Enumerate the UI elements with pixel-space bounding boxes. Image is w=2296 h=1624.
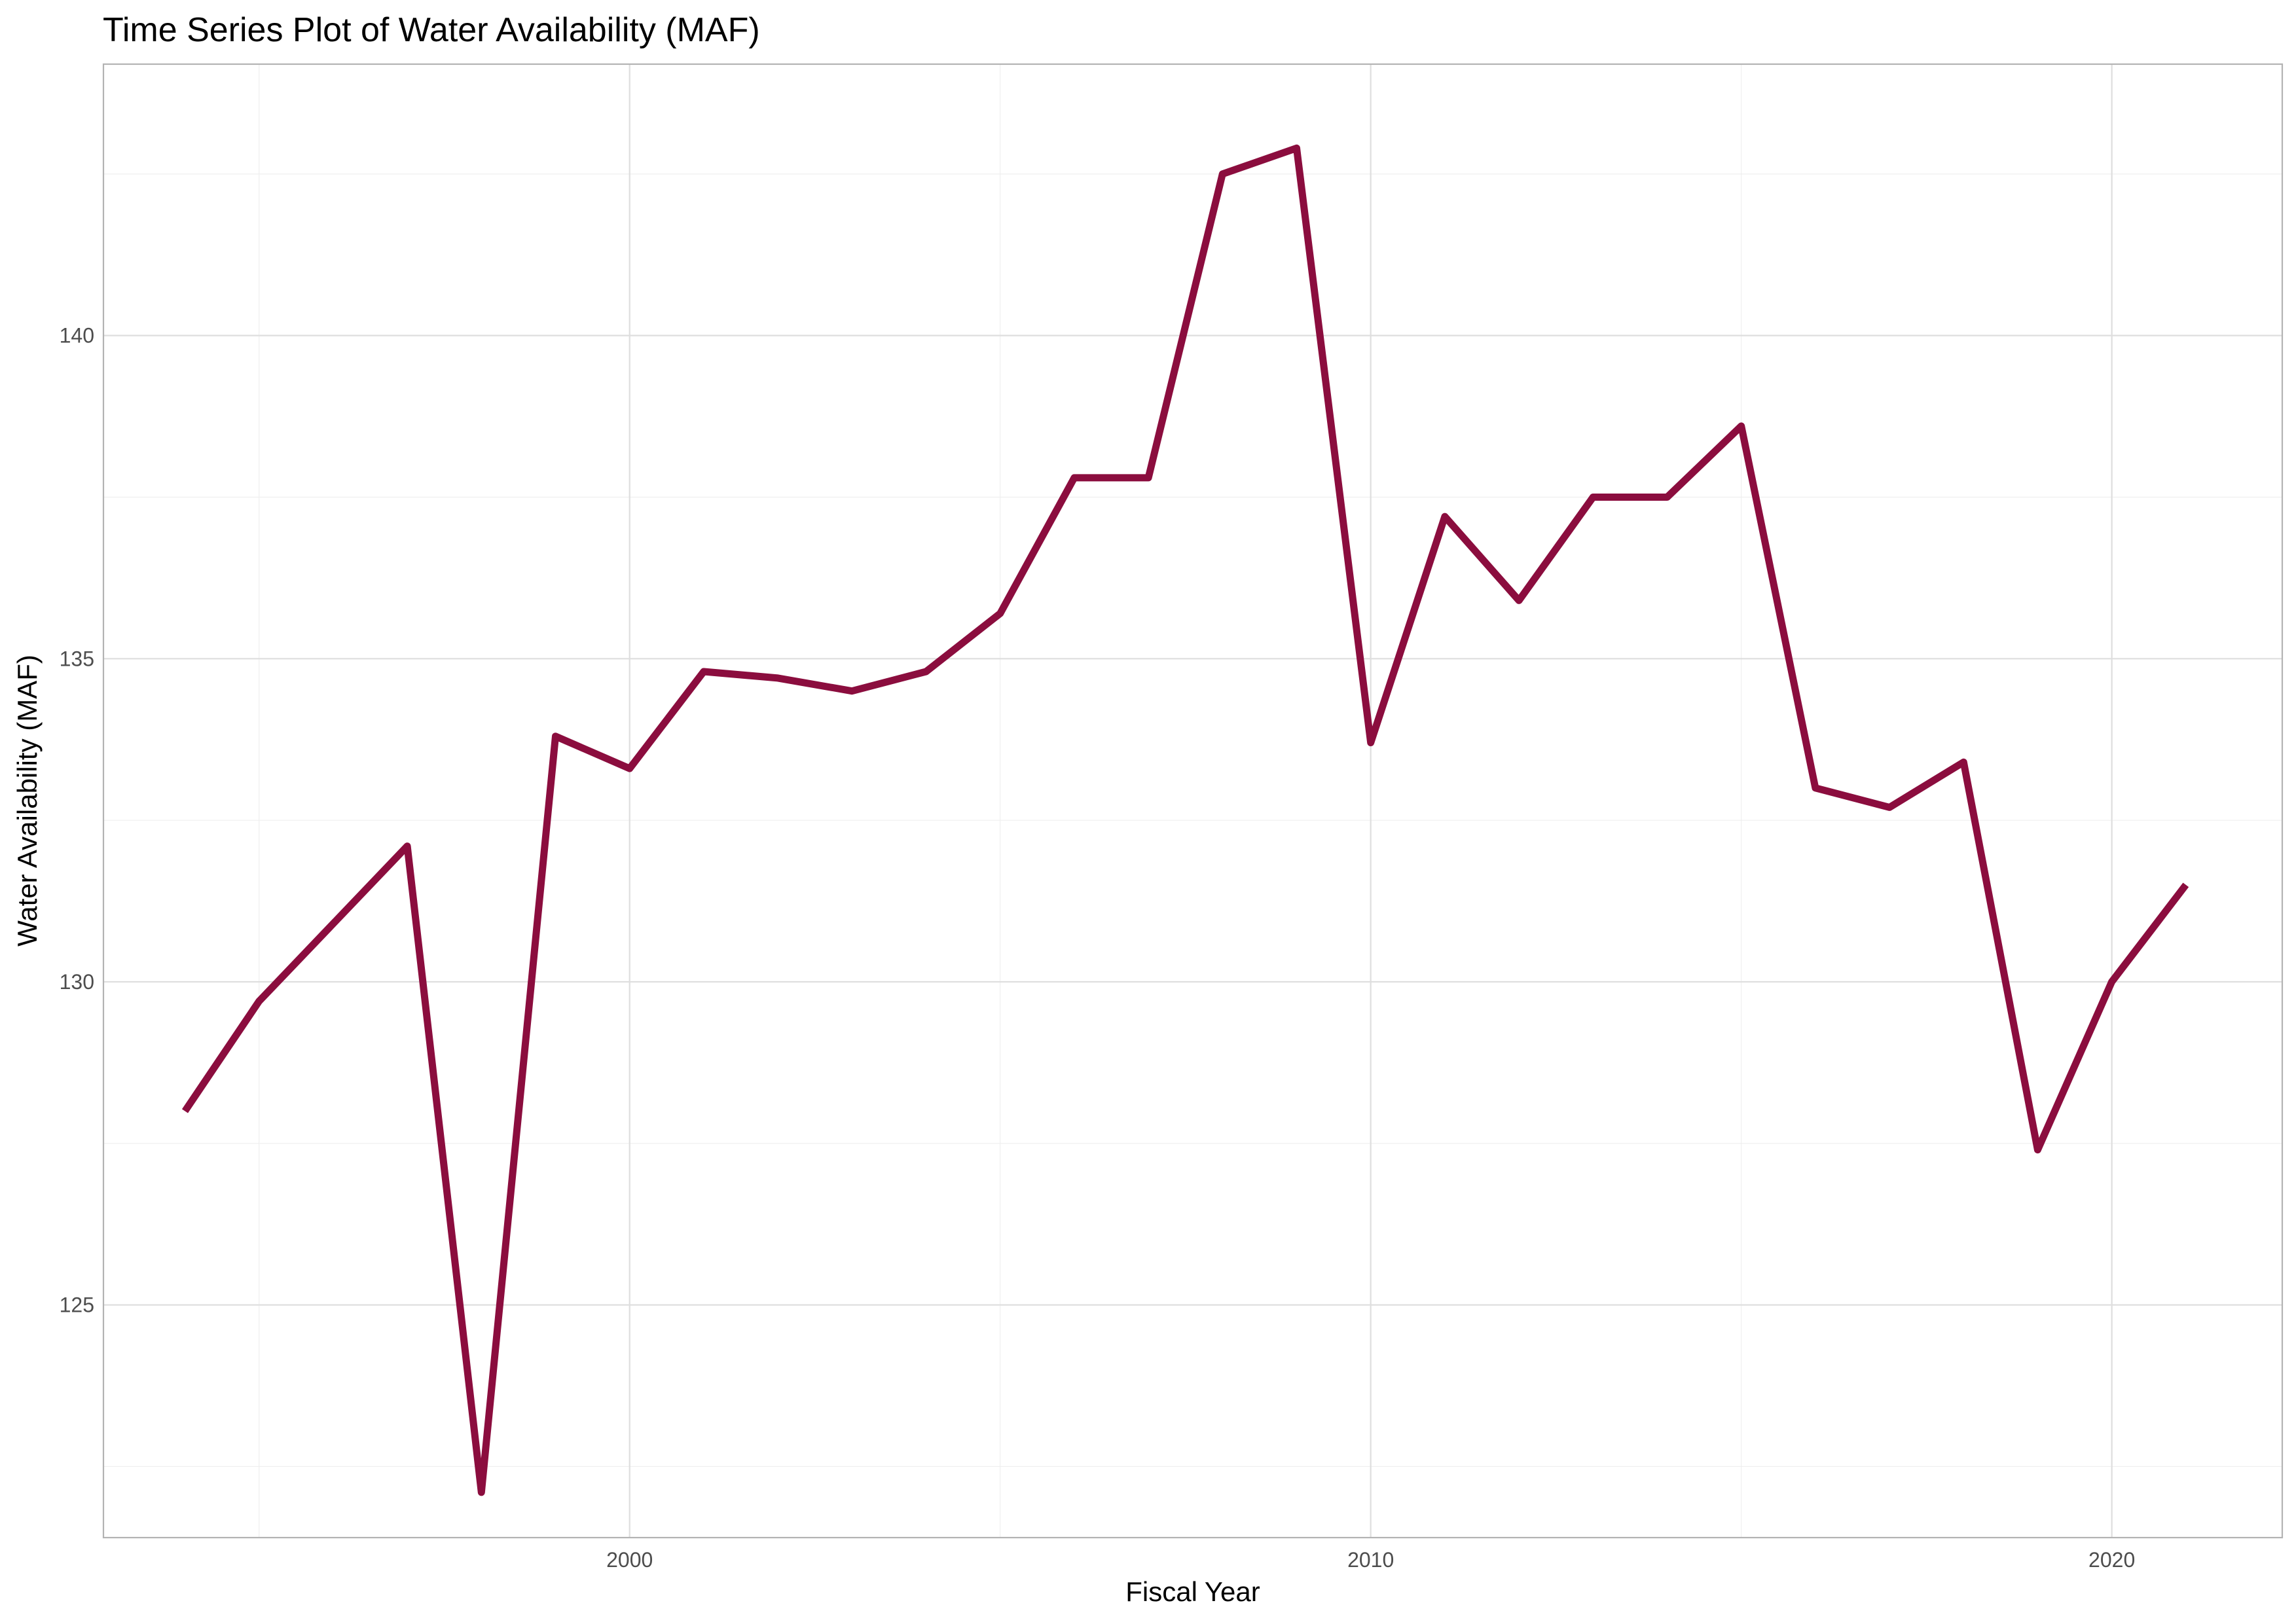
chart-title: Time Series Plot of Water Availability (… (103, 11, 760, 49)
y-tick-label: 125 (60, 1293, 94, 1317)
minor-gridlines (103, 64, 2282, 1538)
x-tick-label: 2020 (2088, 1548, 2135, 1572)
x-axis-label: Fiscal Year (1125, 1576, 1260, 1607)
plot-panel-border (102, 63, 2284, 1539)
major-gridlines (103, 64, 2282, 1538)
x-tick-label: 2000 (606, 1548, 653, 1572)
series-line (181, 144, 2189, 1496)
x-axis-tick-labels: 2000 2010 2020 (606, 1548, 2135, 1572)
y-tick-label: 135 (60, 647, 94, 670)
y-tick-label: 130 (60, 970, 94, 994)
y-axis-tick-labels: 125 130 135 140 (60, 324, 94, 1317)
x-tick-label: 2010 (1347, 1548, 1394, 1572)
y-axis-label: Water Availability (MAF) (12, 655, 43, 947)
y-tick-label: 140 (60, 324, 94, 348)
series-layer (181, 144, 2189, 1496)
